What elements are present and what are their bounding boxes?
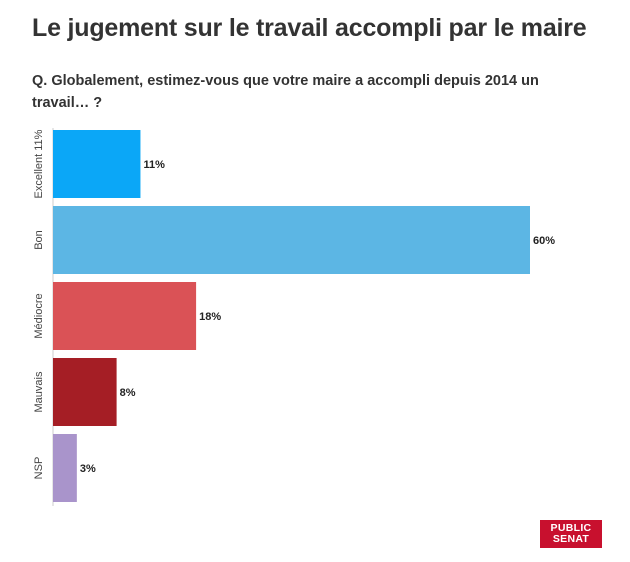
value-label: 8% xyxy=(120,387,136,399)
bar xyxy=(53,358,117,426)
category-label: NSP xyxy=(33,457,45,480)
value-label: 3% xyxy=(80,463,96,475)
bar xyxy=(53,130,141,198)
chart-title: Le jugement sur le travail accompli par … xyxy=(32,14,587,42)
category-label: Excellent 11% xyxy=(33,129,45,198)
value-label: 60% xyxy=(533,235,555,247)
value-label: 18% xyxy=(199,311,221,323)
logo-line-1: PUBLIC xyxy=(550,522,592,534)
category-label: Mauvais xyxy=(33,371,45,412)
category-label: Bon xyxy=(33,230,45,250)
bar xyxy=(53,282,197,350)
value-label: 11% xyxy=(143,159,165,171)
bar xyxy=(53,206,530,274)
bar xyxy=(53,434,77,502)
public-senat-logo: PUBLIC SENAT xyxy=(540,520,602,548)
logo-line-2: SENAT xyxy=(552,533,590,545)
chart-subtitle: Q. Globalement, estimez-vous que votre m… xyxy=(32,73,539,111)
category-label: Médiocre xyxy=(33,293,45,338)
